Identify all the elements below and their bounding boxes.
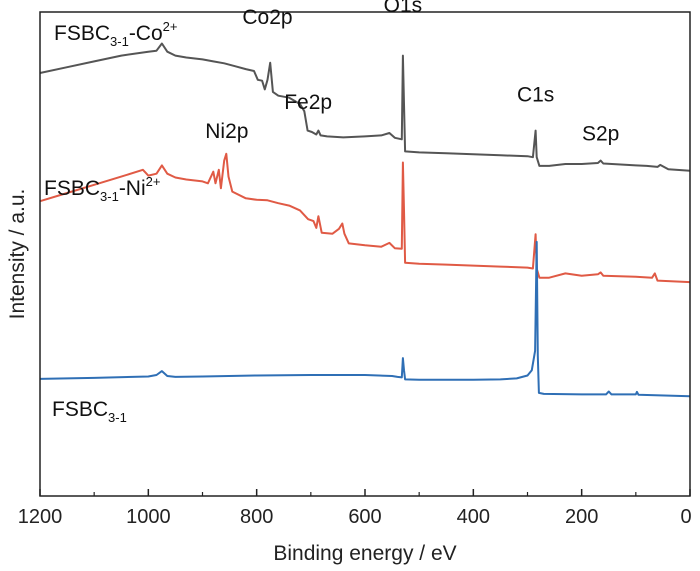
series-label-2: FSBC3-1-Ni2+	[44, 174, 160, 204]
y-axis-title: Intensity / a.u.	[6, 189, 29, 320]
peak-label-fe2p: Fe2p	[284, 91, 332, 114]
peak-label-c1s: C1s	[517, 84, 554, 107]
x-tick-label: 800	[240, 506, 273, 528]
x-axis: 1200 1000 800 600 400 200 0	[18, 489, 692, 528]
peak-label-o1s: O1s	[384, 0, 423, 17]
x-tick-label: 1000	[126, 506, 171, 528]
peak-labels: Co2p Fe2p O1s C1s S2p Ni2p	[205, 0, 619, 145]
x-tick-label: 400	[457, 506, 490, 528]
x-tick-label: 0	[680, 506, 691, 528]
series-line-2	[39, 152, 691, 284]
series-line-3	[39, 240, 691, 398]
peak-label-co2p: Co2p	[242, 6, 292, 29]
peak-label-s2p: S2p	[582, 122, 619, 145]
x-tick-label: 1200	[18, 506, 63, 528]
x-tick-label: 200	[565, 506, 598, 528]
x-axis-title: Binding energy / eV	[273, 542, 456, 565]
plot-area	[39, 42, 691, 398]
series-label-1: FSBC3-1-Co2+	[54, 19, 177, 49]
x-tick-label: 600	[348, 506, 381, 528]
plot-frame	[39, 11, 691, 497]
series-line-1	[39, 42, 691, 172]
series-label-3: FSBC3-1	[52, 398, 127, 425]
peak-label-ni2p: Ni2p	[205, 120, 248, 143]
series-labels: FSBC3-1-Co2+ FSBC3-1-Ni2+ FSBC3-1	[44, 19, 177, 425]
